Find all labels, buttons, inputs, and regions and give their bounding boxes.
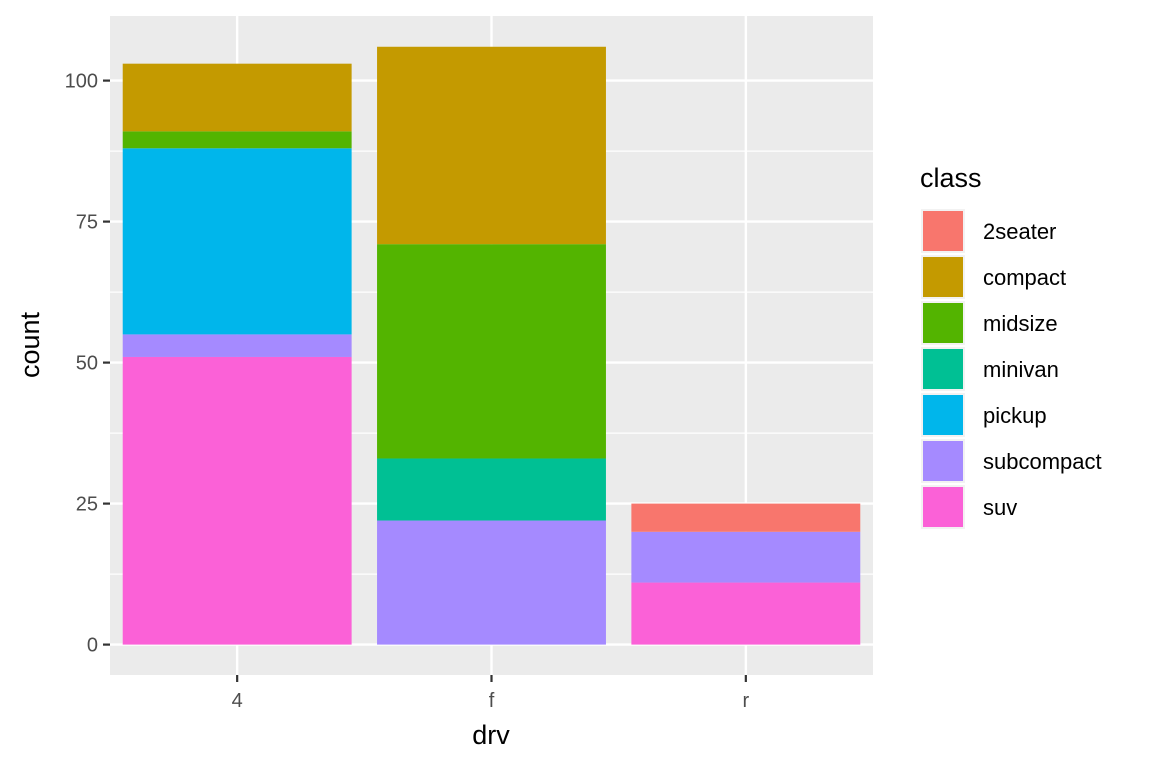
x-tick-label: r: [742, 690, 749, 712]
x-tick-label: f: [489, 690, 495, 712]
y-tick-label: 100: [65, 71, 98, 93]
bar-segment: [122, 356, 352, 645]
legend-label: midsize: [983, 311, 1058, 336]
x-axis-title: drv: [472, 720, 510, 750]
legend: class 2seater compact midsize minivan pickup…: [920, 163, 1102, 529]
legend-label: 2seater: [983, 219, 1056, 244]
y-tick-label: 0: [87, 635, 98, 657]
legend-label: compact: [983, 265, 1066, 290]
legend-key-swatch: [923, 349, 963, 389]
y-axis: 0 25 50 75 100: [65, 71, 110, 657]
bar-segment: [122, 63, 352, 132]
legend-key-swatch: [923, 395, 963, 435]
legend-key-swatch: [923, 441, 963, 481]
legend-label: pickup: [983, 403, 1047, 428]
bar-segment: [377, 244, 606, 459]
legend-label: suv: [983, 495, 1017, 520]
y-tick-label: 50: [76, 353, 98, 375]
bar-segment: [377, 46, 606, 245]
legend-label: minivan: [983, 357, 1059, 382]
legend-key-swatch: [923, 211, 963, 251]
legend-title: class: [920, 163, 982, 193]
bar-segment: [631, 582, 861, 645]
bar-segment: [122, 131, 352, 149]
bar-segment: [631, 531, 861, 583]
y-tick-label: 75: [76, 212, 98, 234]
legend-key-swatch: [923, 303, 963, 343]
x-axis: 4 f r: [232, 675, 749, 712]
bar-segment: [122, 334, 352, 357]
y-axis-title: count: [15, 311, 45, 378]
bar-segment: [377, 520, 606, 645]
bars: [122, 46, 861, 645]
y-tick-label: 25: [76, 494, 98, 516]
legend-label: subcompact: [983, 449, 1102, 474]
bar-segment: [631, 503, 861, 532]
legend-key-swatch: [923, 487, 963, 527]
bar-segment: [122, 148, 352, 335]
x-tick-label: 4: [232, 690, 243, 712]
bar-segment: [377, 458, 606, 521]
legend-key-swatch: [923, 257, 963, 297]
